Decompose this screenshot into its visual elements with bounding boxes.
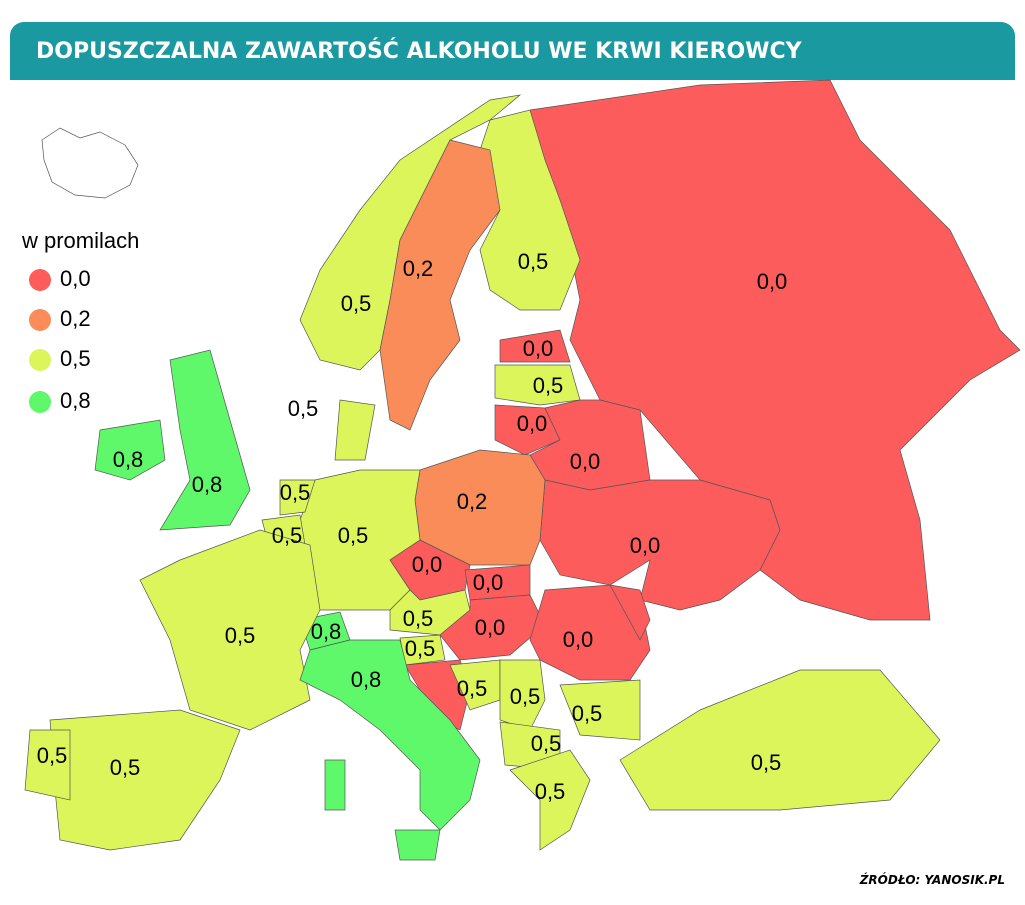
country-value: 0,0 xyxy=(563,627,594,652)
map-labels: 0,0 0,2 0,5 0,5 0,0 0,5 0,0 0,0 0,0 0,2 0,5 0,8 0,8 0… xyxy=(37,249,788,804)
country-value: 0,0 xyxy=(517,411,548,436)
denmark xyxy=(334,399,376,461)
france xyxy=(139,529,321,731)
italy xyxy=(299,639,481,831)
iceland xyxy=(41,127,139,199)
country-value: 0,5 xyxy=(533,373,564,398)
country-value: 0,5 xyxy=(280,480,311,505)
country-value: 0,5 xyxy=(110,755,141,780)
country-value: 0,0 xyxy=(570,449,601,474)
country-value: 0,5 xyxy=(518,249,549,274)
legend-title: w promilach xyxy=(21,228,139,253)
legend: 0,0 0,2 0,5 0,8 xyxy=(29,266,91,413)
turkey xyxy=(619,669,941,811)
source: ŹRÓDŁO: YANOSIK.PL xyxy=(859,872,1005,887)
country-value: 0,5 xyxy=(272,523,303,548)
portugal xyxy=(24,729,71,801)
legend-swatch xyxy=(29,269,51,291)
uk xyxy=(159,349,251,531)
russia xyxy=(529,79,1021,621)
lithuania xyxy=(494,404,561,456)
country-value: 0,0 xyxy=(630,533,661,558)
legend-swatch xyxy=(29,309,51,331)
countries xyxy=(24,79,1021,861)
country-value: 0,0 xyxy=(523,336,554,361)
greece xyxy=(509,749,591,851)
country-value: 0,5 xyxy=(535,779,566,804)
legend-label: 0,8 xyxy=(60,388,91,413)
country-value: 0,5 xyxy=(403,606,434,631)
country-value: 0,5 xyxy=(572,701,603,726)
title: DOPUSZCZALNA ZAWARTOŚĆ ALKOHOLU WE KRWI … xyxy=(36,38,803,64)
country-value: 0,8 xyxy=(113,447,144,472)
country-value: 0,5 xyxy=(225,623,256,648)
latvia xyxy=(494,364,581,406)
legend-label: 0,2 xyxy=(60,306,91,331)
country-value: 0,8 xyxy=(192,472,223,497)
country-value: 0,5 xyxy=(405,636,436,661)
ukraine xyxy=(539,479,781,611)
bulgaria xyxy=(559,679,641,741)
sicily xyxy=(394,829,441,861)
country-value: 0,5 xyxy=(341,291,372,316)
country-value: 0,2 xyxy=(457,489,488,514)
netherlands xyxy=(279,479,316,516)
country-value: 0,5 xyxy=(457,676,488,701)
sweden xyxy=(379,139,501,431)
country-value: 0,5 xyxy=(37,743,68,768)
country-value: 0,5 xyxy=(531,731,562,756)
legend-label: 0,5 xyxy=(60,346,91,371)
country-value: 0,8 xyxy=(351,667,382,692)
spain xyxy=(49,709,241,851)
country-value: 0,0 xyxy=(473,570,504,595)
ireland xyxy=(94,419,166,481)
austria xyxy=(389,589,471,636)
legend-label: 0,0 xyxy=(60,266,91,291)
legend-swatch xyxy=(29,349,51,371)
moldova xyxy=(609,584,651,641)
country-value: 0,2 xyxy=(403,256,434,281)
country-value: 0,5 xyxy=(751,750,782,775)
country-value: 0,8 xyxy=(311,619,342,644)
country-value: 0,5 xyxy=(338,523,369,548)
estonia xyxy=(499,329,571,363)
country-value: 0,0 xyxy=(412,552,443,577)
country-value: 0,5 xyxy=(288,396,319,421)
country-value: 0,5 xyxy=(510,684,541,709)
hungary xyxy=(439,594,546,661)
serbia xyxy=(499,659,546,731)
sardinia xyxy=(324,759,346,811)
country-value: 0,0 xyxy=(757,269,788,294)
legend-swatch xyxy=(29,391,51,413)
title-bar-base xyxy=(10,50,1015,80)
country-value: 0,0 xyxy=(475,615,506,640)
